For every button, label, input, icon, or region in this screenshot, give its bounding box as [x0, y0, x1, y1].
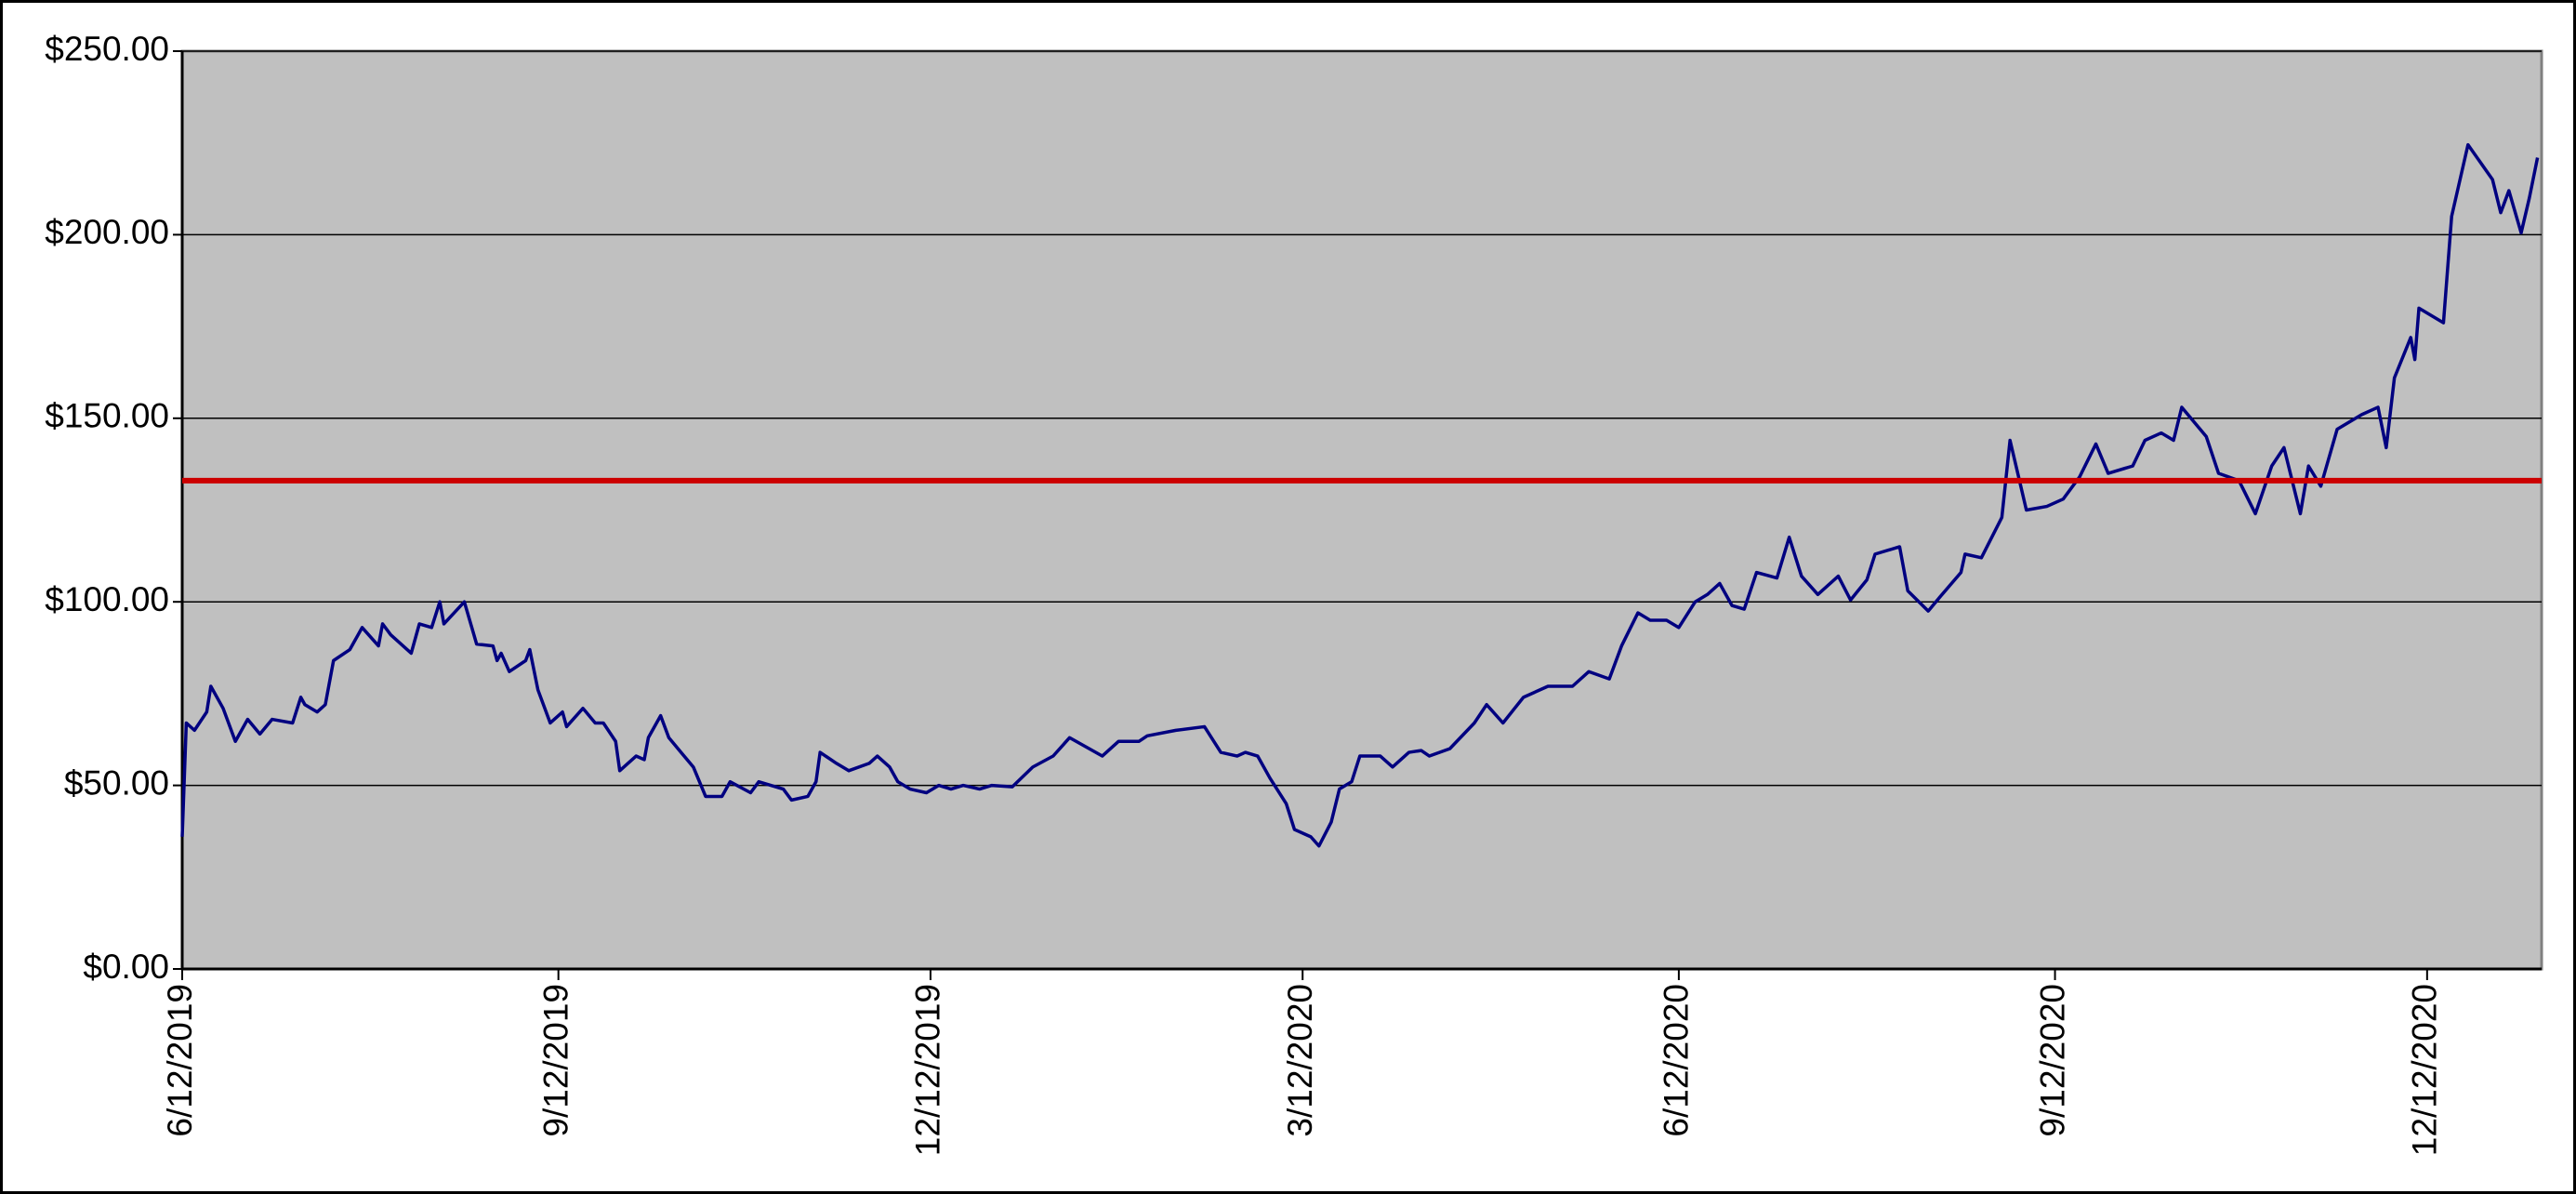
plot-area — [180, 49, 2543, 971]
x-tick-label: 6/12/2020 — [1658, 984, 1696, 1137]
y-tick-label: $150.00 — [45, 397, 169, 435]
y-tick-label: $0.00 — [83, 948, 169, 986]
x-tick-label: 6/12/2019 — [161, 984, 199, 1137]
y-tick-label: $50.00 — [64, 763, 169, 802]
y-tick-label: $200.00 — [45, 213, 169, 251]
y-tick-label: $100.00 — [45, 580, 169, 618]
y-tick-label: $250.00 — [45, 30, 169, 68]
x-tick-label: 9/12/2020 — [2033, 984, 2071, 1137]
x-tick-label: 9/12/2019 — [536, 984, 575, 1137]
x-tick-label: 3/12/2020 — [1281, 984, 1319, 1137]
x-tick-label: 12/12/2020 — [2406, 984, 2444, 1156]
price-line — [180, 142, 2540, 848]
x-tick-label: 12/12/2019 — [909, 984, 947, 1156]
